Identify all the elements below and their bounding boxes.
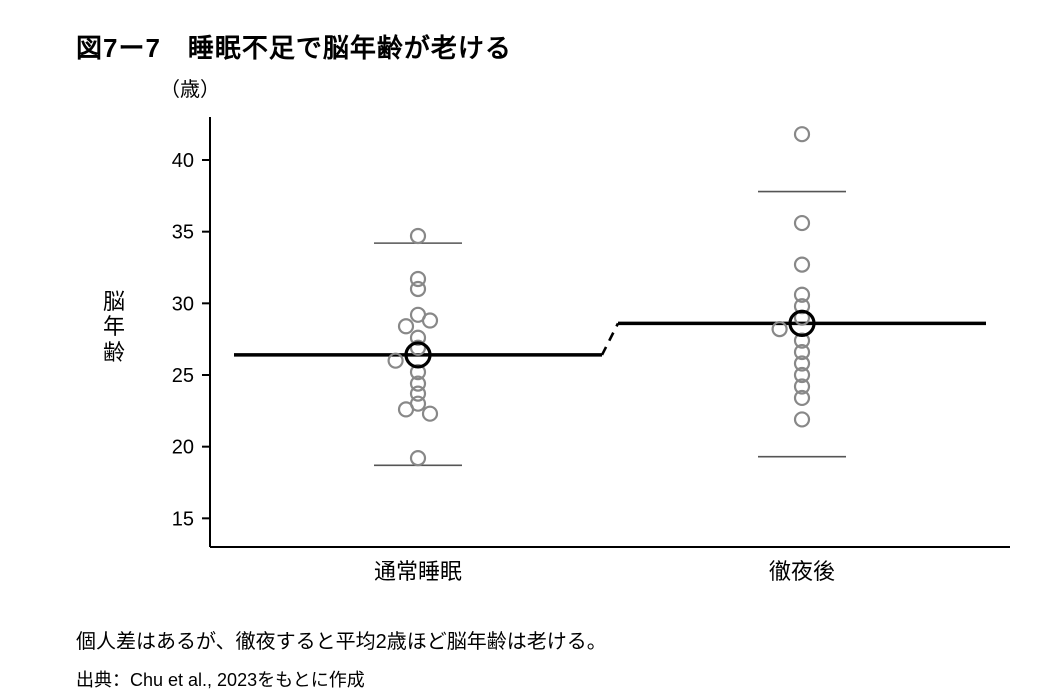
y-axis-unit: （歳） <box>160 73 220 102</box>
chart-area: （歳） 脳年齢 15 20 25 30 35 40 通常睡眠 徹夜後 <box>40 71 1000 611</box>
figure-title: 図7ー7 睡眠不足で脳年齢が老ける <box>76 28 1000 65</box>
svg-text:35: 35 <box>172 222 194 244</box>
svg-text:40: 40 <box>172 150 194 172</box>
svg-text:通常睡眠: 通常睡眠 <box>374 559 462 584</box>
svg-text:徹夜後: 徹夜後 <box>769 559 835 584</box>
scatter-plot: 15 20 25 30 35 40 通常睡眠 徹夜後 <box>40 71 1040 611</box>
svg-text:30: 30 <box>172 293 194 315</box>
svg-text:15: 15 <box>172 508 194 530</box>
svg-text:25: 25 <box>172 365 194 387</box>
figure-source: 出典：Chu et al., 2023をもとに作成 <box>76 666 1000 692</box>
y-axis-label: 脳年齢 <box>102 289 126 365</box>
figure-caption: 個人差はあるが、徹夜すると平均2歳ほど脳年齢は老ける。 <box>76 625 1000 654</box>
svg-text:20: 20 <box>172 437 194 459</box>
